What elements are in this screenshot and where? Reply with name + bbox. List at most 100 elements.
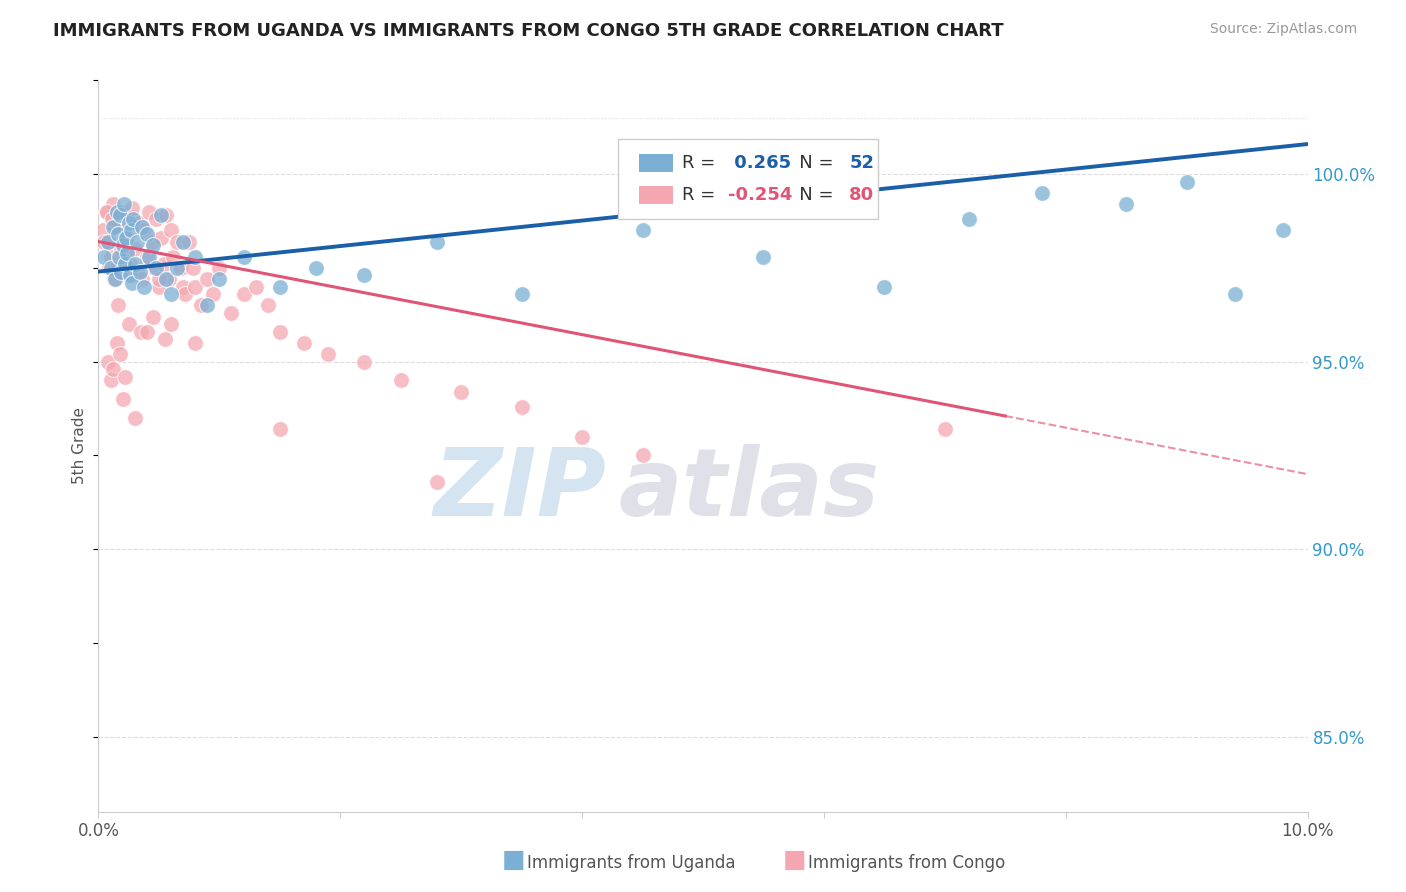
Point	[112, 197, 135, 211]
Point	[96, 204, 118, 219]
Point	[104, 272, 127, 286]
Point	[426, 475, 449, 489]
Point	[150, 231, 173, 245]
Point	[1175, 175, 1198, 189]
Point	[1223, 287, 1246, 301]
Point	[269, 422, 291, 436]
Point	[190, 298, 212, 312]
Point	[142, 310, 165, 324]
Point	[135, 250, 157, 264]
Point	[160, 287, 183, 301]
Point	[138, 250, 160, 264]
Point	[93, 250, 115, 264]
Point	[100, 260, 122, 275]
Point	[128, 264, 150, 278]
Point	[141, 235, 163, 249]
Point	[103, 272, 125, 286]
Point	[138, 204, 160, 219]
Point	[143, 260, 166, 275]
Point	[107, 298, 129, 312]
Point	[179, 235, 201, 249]
Point	[184, 279, 207, 293]
Point	[134, 279, 156, 293]
Point	[108, 250, 131, 264]
Point	[181, 260, 204, 275]
Point	[110, 264, 132, 278]
Point	[148, 272, 170, 286]
Point	[145, 260, 167, 275]
Point	[121, 276, 143, 290]
Point	[571, 429, 593, 443]
Text: ■: ■	[783, 848, 806, 872]
Point	[305, 260, 328, 275]
Point	[142, 238, 165, 252]
Point	[118, 216, 141, 230]
Point	[118, 268, 141, 283]
Point	[127, 235, 149, 249]
Point	[195, 272, 218, 286]
FancyBboxPatch shape	[638, 154, 673, 171]
Point	[98, 260, 121, 275]
Point	[131, 272, 153, 286]
Point	[426, 235, 449, 249]
Point	[269, 279, 291, 293]
Point	[135, 227, 157, 241]
Point	[195, 298, 218, 312]
Point	[155, 272, 177, 286]
Y-axis label: 5th Grade: 5th Grade	[72, 408, 87, 484]
Point	[316, 347, 339, 361]
Point	[100, 250, 122, 264]
Point	[124, 242, 146, 256]
Point	[157, 272, 180, 286]
Point	[118, 257, 141, 271]
Point	[124, 410, 146, 425]
Text: R =: R =	[682, 186, 721, 204]
Point	[100, 212, 122, 227]
Point	[232, 250, 254, 264]
Point	[105, 204, 128, 219]
Point	[114, 257, 136, 271]
Point	[174, 287, 197, 301]
Point	[108, 208, 131, 222]
Point	[117, 245, 139, 260]
Point	[1031, 186, 1053, 200]
Point	[166, 260, 188, 275]
Point	[873, 279, 896, 293]
Text: atlas: atlas	[619, 444, 880, 536]
Point	[934, 422, 956, 436]
Point	[131, 219, 153, 234]
Point	[150, 208, 173, 222]
Point	[510, 287, 533, 301]
FancyBboxPatch shape	[619, 139, 879, 219]
Point	[100, 373, 122, 387]
Text: 52: 52	[849, 154, 875, 172]
Point	[128, 216, 150, 230]
Text: N =: N =	[782, 154, 839, 172]
Text: 0.265: 0.265	[728, 154, 792, 172]
Text: Source: ZipAtlas.com: Source: ZipAtlas.com	[1209, 22, 1357, 37]
Point	[162, 250, 184, 264]
Point	[134, 223, 156, 237]
Point	[245, 279, 267, 293]
Text: IMMIGRANTS FROM UGANDA VS IMMIGRANTS FROM CONGO 5TH GRADE CORRELATION CHART: IMMIGRANTS FROM UGANDA VS IMMIGRANTS FRO…	[53, 22, 1004, 40]
Point	[101, 197, 124, 211]
Point	[155, 208, 177, 222]
Point	[166, 235, 188, 249]
Point	[97, 354, 120, 368]
Point	[108, 212, 131, 227]
Text: N =: N =	[782, 186, 839, 204]
Point	[1272, 223, 1295, 237]
Point	[389, 373, 412, 387]
Point	[91, 223, 114, 237]
Point	[105, 335, 128, 350]
Point	[631, 223, 654, 237]
Point	[172, 235, 194, 249]
Point	[114, 369, 136, 384]
Point	[631, 449, 654, 463]
Point	[97, 235, 120, 249]
Point	[107, 227, 129, 241]
Point	[1115, 197, 1137, 211]
Point	[145, 212, 167, 227]
Point	[117, 231, 139, 245]
Point	[148, 279, 170, 293]
